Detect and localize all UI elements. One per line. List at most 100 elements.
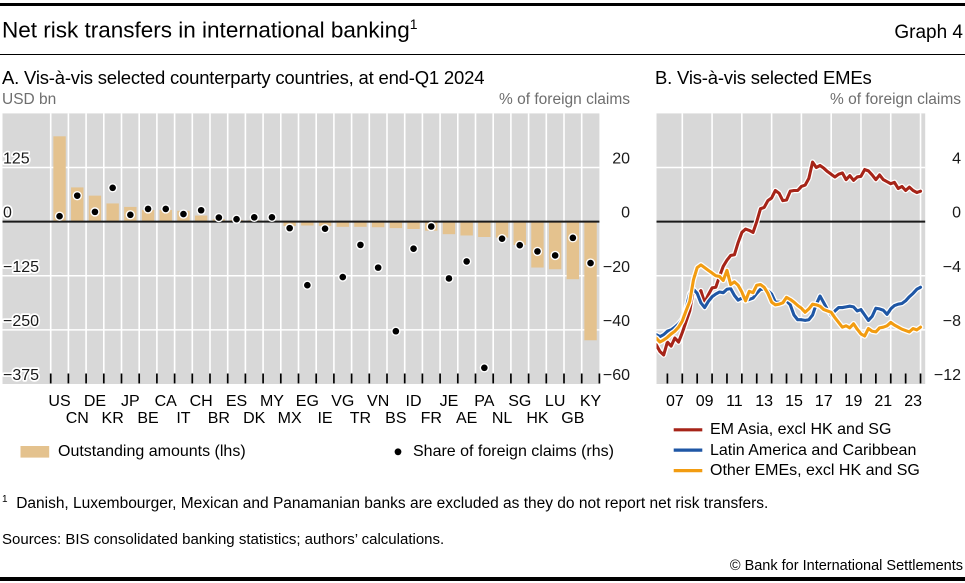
panel-a-category-label: PA — [474, 393, 494, 410]
panel-a-category-label: DK — [243, 410, 266, 427]
dot-NL — [498, 235, 506, 242]
panel-a-right-unit-label: % of foreign claims — [499, 91, 630, 108]
bar-JE — [442, 221, 456, 235]
top-rule — [0, 2, 965, 6]
panel-a-left-axis-label: 125 — [3, 150, 30, 167]
bar-TR — [354, 221, 367, 227]
bar-KR — [106, 203, 119, 222]
panel-a-category-label: VN — [367, 393, 389, 410]
panel-a-category-label: KR — [102, 410, 124, 427]
panel-b-year-label: 17 — [815, 393, 833, 410]
line-red_line — [656, 159, 924, 358]
panel-a-category-label: IT — [176, 410, 190, 427]
copyright-line: © Bank for International Settlements — [729, 558, 963, 574]
panel-a-category-label: HK — [526, 410, 549, 427]
panel-b-right-axis-label: −8 — [943, 313, 961, 330]
sources-line: Sources: BIS consolidated banking statis… — [2, 531, 445, 548]
bar-KY — [584, 221, 597, 341]
panel-a-category-label: AE — [456, 410, 477, 427]
dot-CN — [73, 192, 81, 199]
panel-a-category-label: EG — [296, 393, 319, 410]
dot-SG — [516, 241, 524, 249]
panel-a-left-axis-label: −250 — [3, 313, 39, 330]
panel-a-right-axis-label: 0 — [621, 205, 630, 222]
bar-PA — [478, 221, 491, 237]
dot-VN — [374, 264, 382, 271]
bar-HK — [531, 221, 544, 268]
legend-a-dots-label: Share of foreign claims (rhs) — [413, 443, 614, 460]
panel-a-left-axis-label: −125 — [3, 259, 39, 276]
panel-b-year-label: 07 — [666, 393, 684, 410]
dot-ID — [410, 245, 417, 252]
bar-NL — [495, 221, 509, 238]
panel-b-right-axis-label: 0 — [952, 205, 961, 222]
panel-a-category-label: NL — [492, 410, 513, 427]
dot-MX — [286, 224, 293, 232]
panel-a-category-label: IE — [317, 410, 332, 427]
panel-a-category-label: ES — [226, 393, 247, 410]
panel-a-category-label: JP — [121, 393, 140, 410]
dot-LU — [551, 252, 559, 259]
footnote-text: Danish, Luxembourger, Mexican and Panama… — [16, 495, 769, 513]
panel-a-category-label: BE — [137, 410, 158, 427]
panel-a-category-label: JE — [440, 393, 459, 410]
panel-a-category-label: BR — [208, 410, 230, 427]
bar-SG — [513, 221, 526, 246]
bar-LU — [548, 221, 562, 270]
dot-US — [56, 212, 63, 220]
dot-TR — [357, 241, 364, 249]
legend-a-dot-swatch — [394, 448, 402, 456]
graph-number-label: Graph 4 — [894, 22, 963, 43]
bar-US — [53, 136, 66, 222]
panel-a-category-label: SG — [508, 393, 531, 410]
dot-ES — [233, 215, 240, 223]
dot-DK — [250, 213, 258, 221]
panel-b-year-label: 19 — [845, 393, 863, 410]
panel-a-category-label: CH — [190, 393, 213, 410]
bar-BE — [141, 209, 155, 222]
panel-a-category-label: BS — [385, 410, 406, 427]
dot-AE — [463, 258, 470, 265]
panel-a-category-label: MY — [260, 393, 284, 410]
panel-a-category-label: ID — [406, 393, 422, 410]
dot-BE — [144, 205, 152, 213]
legend-b-orange-label: Other EMEs, excl HK and SG — [710, 462, 920, 479]
panel-a-category-label: TR — [350, 410, 371, 427]
dot-FR — [427, 223, 435, 230]
dot-MY — [268, 213, 276, 221]
dot-DE — [91, 208, 99, 216]
dot-JP — [127, 211, 134, 219]
dot-JE — [445, 275, 453, 282]
dot-GB — [569, 234, 577, 242]
bar-EG — [301, 221, 314, 226]
panel-b-year-label: 23 — [904, 393, 922, 410]
panel-a-title: A. Vis-à-vis selected counterparty count… — [2, 67, 485, 88]
panel-a-right-axis-label: −40 — [603, 313, 630, 330]
footnote-marker: 1 — [2, 494, 8, 505]
panel-b-year-label: 21 — [874, 393, 892, 410]
bar-CH — [194, 215, 208, 222]
dot-IT — [180, 210, 187, 218]
panel-a-left-unit-label: USD bn — [2, 91, 57, 108]
panel-a-right-axis-label: 20 — [612, 150, 630, 167]
bar-CA — [159, 209, 172, 222]
panel-a-category-label: MX — [278, 410, 302, 427]
bar-AE — [460, 221, 473, 236]
panel-a-category-label: CN — [66, 410, 89, 427]
panel-b-right-axis-label: 4 — [952, 150, 961, 167]
panel-a-right-axis-label: −20 — [603, 259, 630, 276]
dot-HK — [534, 248, 541, 255]
bottom-rule — [0, 577, 965, 581]
title-rule — [0, 53, 965, 55]
page-title: Net risk transfers in international bank… — [2, 16, 418, 44]
panel-a-category-label: CA — [155, 393, 178, 410]
dot-KY — [587, 259, 594, 267]
legend-b-blue-label: Latin America and Caribbean — [710, 441, 917, 459]
dot-KR — [109, 184, 116, 192]
dot-EG — [304, 281, 311, 289]
panel-a-left-axis-label: 0 — [3, 205, 12, 222]
dot-PA — [481, 364, 488, 372]
panel-b-year-label: 09 — [696, 393, 714, 410]
panel-b-year-label: 11 — [726, 393, 743, 410]
